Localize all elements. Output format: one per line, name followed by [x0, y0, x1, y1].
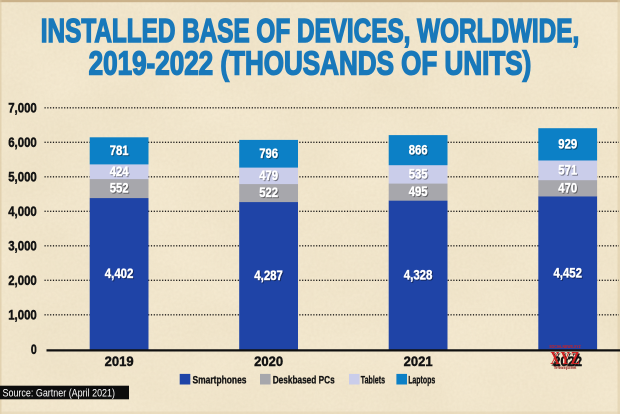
- svg-text:6,000: 6,000: [8, 135, 37, 150]
- svg-text:Deskbased PCs: Deskbased PCs: [273, 374, 335, 386]
- svg-text:571: 571: [558, 162, 577, 177]
- svg-text:552: 552: [110, 181, 129, 196]
- svg-text:Smartphones: Smartphones: [193, 374, 247, 386]
- svg-text:2022: 2022: [553, 353, 582, 369]
- svg-text:424: 424: [110, 164, 129, 179]
- svg-text:4,000: 4,000: [8, 204, 37, 219]
- svg-text:7,000: 7,000: [8, 101, 37, 116]
- svg-text:866: 866: [409, 142, 428, 157]
- svg-text:2020: 2020: [254, 353, 283, 369]
- svg-text:470: 470: [558, 180, 577, 195]
- svg-text:XYZ: XYZ: [550, 348, 580, 368]
- svg-text:Laptops: Laptops: [408, 374, 435, 386]
- svg-text:Tablets: Tablets: [361, 374, 385, 386]
- svg-text:522: 522: [259, 185, 278, 200]
- svg-text:479: 479: [259, 168, 278, 183]
- svg-text:1,000: 1,000: [8, 308, 37, 323]
- svg-text:SOCIALNEWS.XYZ: SOCIALNEWS.XYZ: [549, 344, 581, 349]
- svg-text:2019-2022 (THOUSANDS OF UNITS): 2019-2022 (THOUSANDS OF UNITS): [89, 44, 532, 81]
- svg-text:535: 535: [409, 167, 428, 182]
- svg-text:3,000: 3,000: [8, 239, 37, 254]
- svg-text:796: 796: [259, 146, 278, 161]
- svg-text:XYZ: XYZ: [551, 349, 581, 369]
- svg-text:2019: 2019: [105, 353, 134, 369]
- svg-text:4,402: 4,402: [105, 266, 134, 281]
- svg-text:781: 781: [110, 143, 129, 158]
- svg-text:4,287: 4,287: [254, 268, 283, 283]
- svg-text:0: 0: [31, 342, 37, 357]
- svg-text:The Meaningful News: The Meaningful News: [554, 365, 577, 370]
- svg-text:4,328: 4,328: [404, 267, 433, 282]
- svg-text:495: 495: [409, 184, 428, 199]
- svg-text:INSTALLED BASE OF DEVICES, WOR: INSTALLED BASE OF DEVICES, WORLDWIDE,: [41, 12, 579, 49]
- svg-text:5,000: 5,000: [8, 170, 37, 185]
- svg-text:2,000: 2,000: [8, 273, 37, 288]
- svg-text:Source: Gartner (April 2021): Source: Gartner (April 2021): [3, 387, 116, 399]
- svg-text:4,452: 4,452: [553, 265, 582, 280]
- svg-text:2021: 2021: [404, 353, 433, 369]
- svg-text:929: 929: [558, 137, 577, 152]
